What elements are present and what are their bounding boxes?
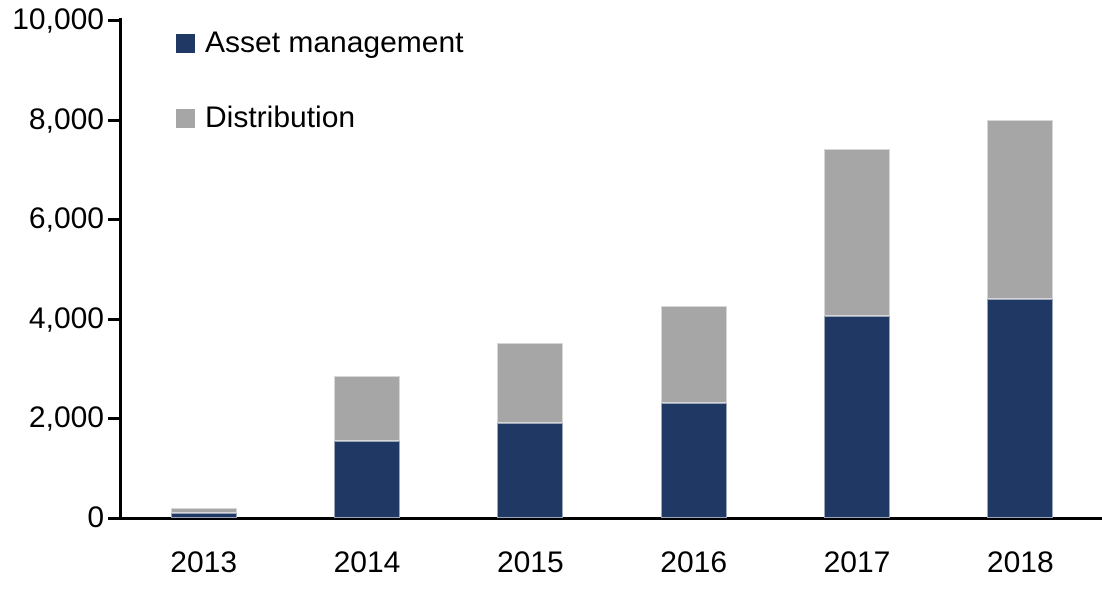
- legend-label-distribution: Distribution: [205, 101, 356, 134]
- x-tick-label-2013: 2013: [170, 546, 238, 579]
- bar-2018-asset-management: [987, 299, 1054, 518]
- bar-slot-2017: [775, 20, 938, 518]
- x-tick-label-2017: 2017: [823, 546, 891, 579]
- bar-slot-2018: [939, 20, 1102, 518]
- legend-swatch-distribution-icon: [176, 108, 195, 128]
- bar-2015: [497, 343, 564, 518]
- y-tick-mark-6000: [108, 218, 120, 222]
- bar-slot-2016: [612, 20, 775, 518]
- y-tick-label-6000: 6,000: [28, 202, 104, 236]
- bar-2016-distribution: [660, 306, 727, 403]
- x-axis-line: [119, 517, 1102, 520]
- x-tick-label-2018: 2018: [986, 546, 1054, 579]
- bar-2013-distribution: [170, 508, 237, 513]
- y-tick-mark-4000: [108, 317, 120, 321]
- bar-2018: [987, 120, 1054, 518]
- bar-2017: [823, 149, 890, 518]
- bar-2013-asset-management: [170, 513, 237, 518]
- x-tick-label-2015: 2015: [496, 546, 564, 579]
- y-tick-label-2000: 2,000: [28, 401, 104, 435]
- bar-2015-asset-management: [497, 423, 564, 518]
- legend-swatch-asset-management-icon: [176, 33, 195, 53]
- bar-2018-distribution: [987, 120, 1054, 299]
- bar-2015-distribution: [497, 343, 564, 423]
- bar-slot-2013: [122, 20, 285, 518]
- bar-2016-asset-management: [660, 403, 727, 518]
- x-axis: 2013 2014 2015 2016 2017 2018: [122, 547, 1102, 579]
- y-tick-label-8000: 8,000: [28, 102, 104, 136]
- legend-label-asset-management: Asset management: [205, 26, 464, 59]
- legend-item-asset-management: Asset management: [176, 26, 464, 59]
- bar-slot-2014: [285, 20, 448, 518]
- y-tick-label-4000: 4,000: [28, 301, 104, 335]
- bar-2017-distribution: [823, 149, 890, 316]
- x-tick-label-2014: 2014: [333, 546, 401, 579]
- legend-item-distribution: Distribution: [176, 101, 463, 134]
- plot-area: [122, 20, 1102, 518]
- legend: Asset management Distribution: [176, 26, 464, 134]
- bar-2017-asset-management: [823, 316, 890, 518]
- y-tick-mark-2000: [108, 417, 120, 421]
- bar-2016: [660, 306, 727, 518]
- bar-2014: [333, 376, 400, 518]
- y-tick-mark-8000: [108, 118, 120, 122]
- y-tick-mark-0: [108, 517, 120, 520]
- y-tick-label-10000: 10,000: [12, 3, 104, 36]
- x-tick-label-2016: 2016: [660, 546, 728, 579]
- y-tick-mark-10000: [108, 19, 120, 22]
- bar-2014-distribution: [333, 376, 400, 441]
- bar-2014-asset-management: [333, 441, 400, 518]
- y-tick-label-0: 0: [87, 501, 104, 534]
- bar-slot-2015: [449, 20, 612, 518]
- y-axis-line: [119, 18, 122, 520]
- bar-2013: [170, 508, 237, 518]
